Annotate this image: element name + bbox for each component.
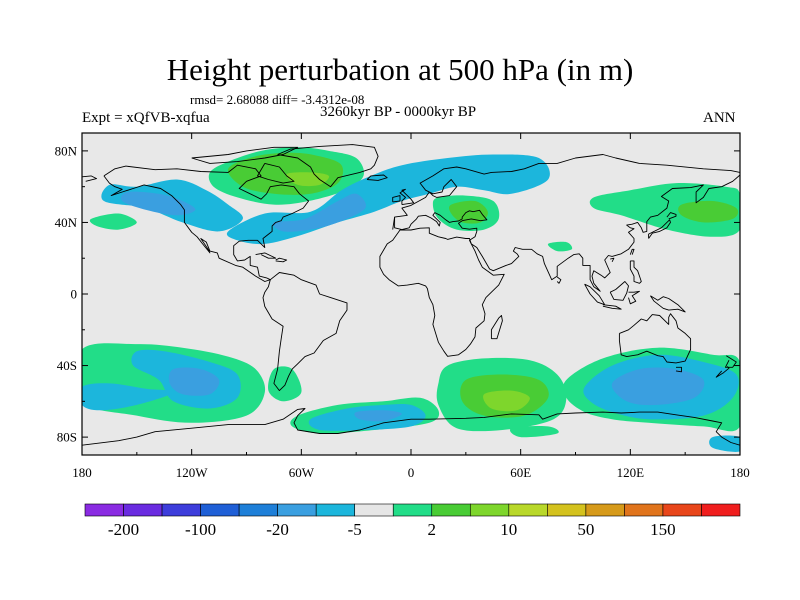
coastline-26 [610,257,615,263]
field-region-16 [168,367,220,396]
coastline-4 [262,272,348,392]
lat-tick-label: 80S [57,430,77,445]
coastline-30 [82,408,740,446]
rmsd-diff-stats: rmsd= 2.68088 diff= -3.4312e-08 [190,92,365,107]
colorbar-label: -100 [185,520,216,539]
colorbar-box [662,503,702,517]
colorbar-box [701,503,741,517]
field-region-7 [272,193,367,232]
field-region-23 [483,390,530,412]
colorbar-label: 10 [500,520,517,539]
field-region-1 [120,191,196,216]
coastline-1 [277,144,379,188]
coastline-6 [82,175,98,182]
coastline-16 [366,174,388,181]
colorbar-box [315,503,356,517]
coastline-10 [618,313,692,364]
lon-tick-label: 120E [617,465,645,480]
colorbar-label: -20 [266,520,289,539]
colorbar-label: -5 [348,520,362,539]
coastline-23 [650,295,686,313]
colorbar-box [123,503,163,517]
colorbar-box [431,503,471,517]
colorbar-label: -200 [108,520,139,539]
lon-tick-label: 60E [510,465,531,480]
coastline-3 [191,146,299,164]
colorbar-box [354,503,394,517]
coastlines [82,144,740,446]
colorbar-box [547,503,587,517]
colorbar: -200 -100 -20 -5 2 10 50 150 [84,503,741,539]
lat-tick-label: 0 [71,287,78,302]
colorbar-label: 150 [650,520,676,539]
coastline-18 [666,212,677,220]
coastline-28 [255,252,277,259]
lon-tick-label: 180 [730,465,750,480]
lon-tick-label: 120W [176,465,209,480]
lat-tick-label: 40N [55,215,78,230]
season-label: ANN [703,110,736,126]
colorbar-box [277,503,317,517]
time-period-label: 3260kyr BP - 0000kyr BP [320,104,477,120]
colorbar-label: 50 [577,520,594,539]
coastline-25 [629,248,635,255]
figure-title: Height perturbation at 500 hPa (in m) [166,52,634,87]
coastline-0 [103,164,310,282]
colorbar-box [238,503,278,517]
coastline-15 [392,195,401,203]
coastline-14 [399,188,415,206]
coastline-2 [257,162,295,184]
field-region-5 [286,172,330,187]
field-region-2 [89,213,137,230]
coastline-24 [629,260,642,284]
colorbar-box [161,503,201,517]
colorbar-box [200,503,240,517]
field-region-11 [678,200,739,223]
colorbar-box [469,503,510,517]
field-region-12 [547,241,573,252]
lon-tick-label: 0 [408,465,415,480]
field-region-9 [448,200,488,224]
coastline-29 [275,257,288,263]
colorbar-box [585,503,625,517]
coastline-12 [724,355,737,368]
longitude-axis: 180 120W 60W 0 60E 120E 180 [72,133,750,480]
lat-tick-label: 80N [55,143,78,158]
coastline-21 [609,281,629,301]
colorbar-box [392,503,433,517]
coastline-20 [602,304,622,310]
height-perturbation-field [82,147,740,452]
coastline-11 [675,366,682,373]
colorbar-box [508,503,548,517]
field-region-14 [82,383,174,411]
coastline-13 [715,366,730,378]
coastline-5 [392,154,740,230]
colorbar-box [84,503,124,517]
field-region-28 [709,435,740,452]
coastline-9 [490,315,503,340]
lon-tick-label: 60W [289,465,315,480]
coastline-17 [648,219,671,239]
coastline-22 [628,290,640,305]
coastline-7 [394,174,740,292]
lat-tick-label: 40S [57,358,77,373]
latitude-axis: 80N 40N 0 40S 80S [55,143,740,445]
coastline-27 [556,276,562,284]
field-region-20 [354,410,402,422]
colorbar-label: 2 [428,520,437,539]
coastline-8 [379,227,505,357]
field-region-27 [611,367,705,406]
experiment-label: Expt = xQfVB-xqfua [82,110,210,126]
colorbar-box [624,503,664,517]
lon-tick-label: 180 [72,465,92,480]
field-region-24 [509,426,559,438]
